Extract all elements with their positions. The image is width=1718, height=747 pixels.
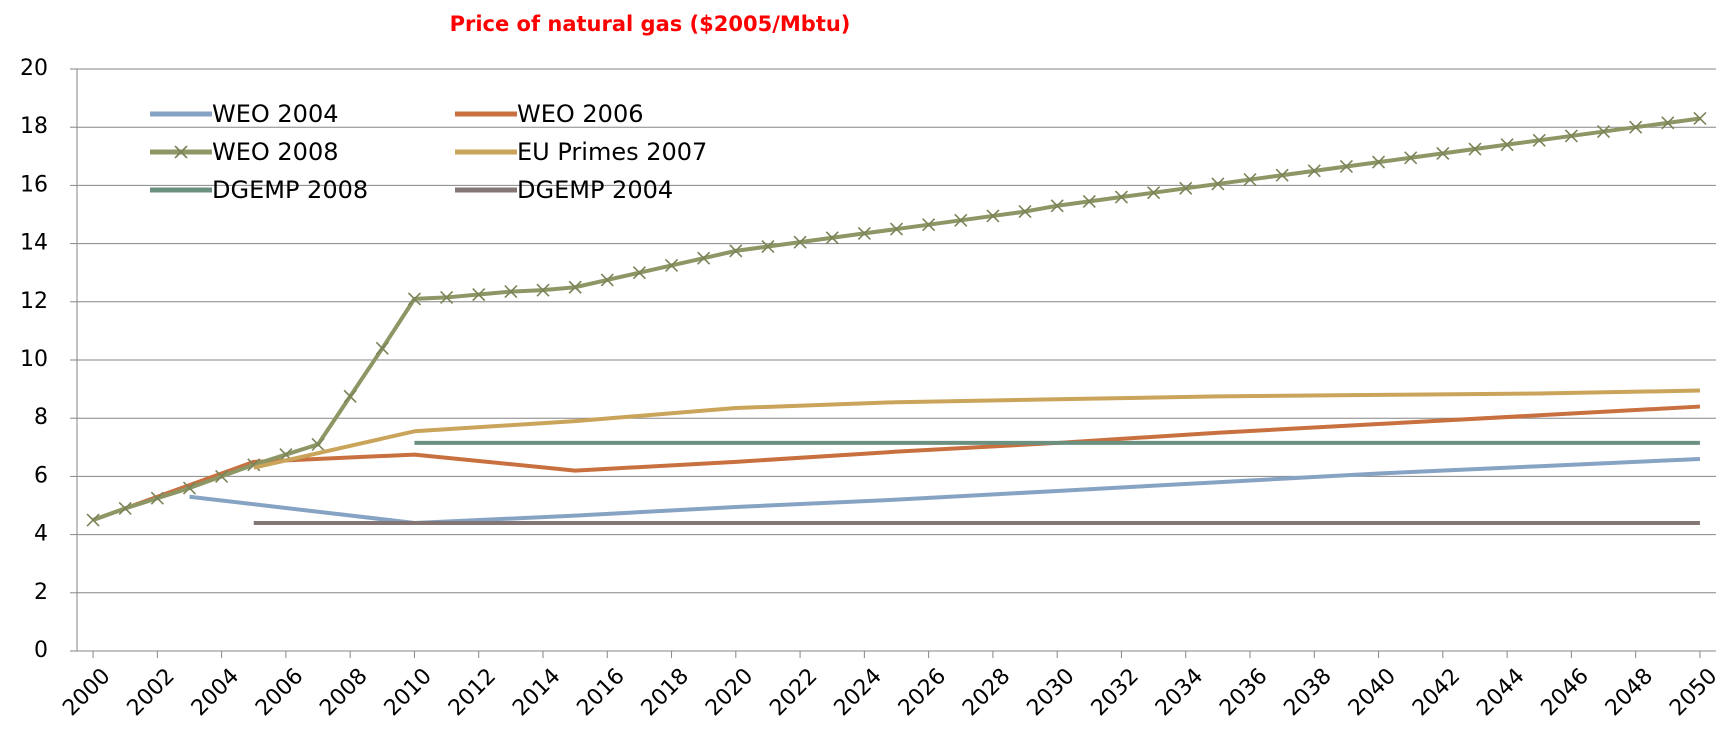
series-marker (1404, 151, 1418, 165)
series-marker (1243, 173, 1257, 187)
series-line (92, 404, 1701, 522)
series-marker (1564, 129, 1578, 143)
x-tick-label: 2040 (1344, 664, 1401, 721)
series-marker (1436, 146, 1450, 160)
series-marker (407, 292, 422, 306)
x-tick-label: 2044 (1472, 664, 1529, 721)
series-marker (343, 389, 357, 403)
x-tick-label: 2036 (1215, 664, 1272, 721)
x-tick-label: 2046 (1537, 664, 1594, 721)
y-tick-label: 0 (34, 638, 48, 663)
series-line (253, 388, 1700, 470)
series-marker (1179, 181, 1193, 195)
series-marker (1500, 138, 1514, 152)
y-tick-label: 6 (34, 463, 48, 488)
series-marker (697, 251, 711, 265)
series-marker (1661, 116, 1675, 130)
x-tick-label: 2004 (187, 664, 244, 721)
series-marker (1307, 164, 1321, 178)
x-tick-label: 2020 (701, 664, 758, 721)
series-marker (600, 273, 614, 287)
x-tick-label: 2002 (123, 664, 180, 721)
series-marker (1693, 111, 1707, 126)
series-marker (118, 501, 132, 515)
series-marker (729, 244, 743, 258)
series-marker (954, 213, 968, 227)
legend-label: DGEMP 2008 (212, 176, 368, 204)
x-tick-label: 2014 (508, 664, 565, 721)
chart-title: Price of natural gas ($2005/Mbtu) (450, 12, 851, 36)
series-marker (1082, 194, 1096, 208)
x-tick-label: 2032 (1087, 664, 1144, 721)
series-marker (1532, 133, 1546, 147)
series-marker (857, 226, 871, 240)
series-marker (1018, 205, 1032, 219)
x-tick-label: 2038 (1279, 664, 1336, 721)
series-line (189, 456, 1701, 525)
series-marker (1596, 124, 1611, 139)
y-tick-label: 20 (20, 56, 48, 81)
y-tick-label: 4 (34, 522, 48, 547)
y-tick-label: 2 (34, 580, 48, 605)
series-marker (86, 513, 100, 527)
x-tick-label: 2026 (894, 664, 951, 721)
series-marker (215, 469, 229, 483)
series-marker (761, 239, 775, 254)
y-tick-label: 14 (20, 231, 48, 256)
series-marker (1275, 168, 1289, 182)
series-marker (1371, 155, 1386, 169)
series-marker (632, 266, 646, 280)
series-marker (922, 218, 936, 232)
series-marker (986, 209, 1000, 223)
legend-label: DGEMP 2004 (517, 176, 673, 204)
x-tick-label: 2034 (1151, 664, 1208, 721)
y-tick-label: 16 (20, 172, 48, 197)
series-marker (311, 437, 325, 451)
series-marker (472, 287, 486, 302)
x-tick-label: 2030 (1022, 664, 1079, 721)
series-marker (825, 231, 839, 245)
series-marker (1050, 199, 1064, 213)
series-marker (1339, 159, 1353, 174)
series-marker (1114, 190, 1129, 204)
legend-label: WEO 2006 (517, 100, 644, 128)
y-tick-label: 8 (34, 405, 48, 430)
series-marker (793, 235, 807, 249)
series-marker (150, 491, 164, 505)
x-tick-label: 2010 (380, 664, 437, 721)
legend-marker (174, 145, 188, 159)
series-marker (440, 290, 454, 305)
x-tick-label: 2018 (637, 664, 694, 721)
series-marker (1629, 120, 1643, 134)
x-tick-label: 2022 (765, 664, 822, 721)
series-marker (375, 341, 389, 355)
x-tick-label: 2024 (830, 664, 887, 721)
x-tick-label: 2048 (1601, 664, 1658, 721)
series-marker (664, 258, 679, 272)
x-tick-label: 2028 (958, 664, 1015, 721)
x-tick-label: 2050 (1665, 664, 1718, 721)
x-tick-label: 2042 (1408, 664, 1465, 721)
y-tick-label: 10 (20, 347, 48, 372)
legend-label: WEO 2008 (212, 138, 339, 166)
x-tick-label: 2000 (58, 664, 115, 721)
y-tick-label: 18 (20, 114, 48, 139)
series-marker (1147, 186, 1161, 200)
legend-label: EU Primes 2007 (517, 138, 707, 166)
y-tick-label: 12 (20, 289, 48, 314)
legend-label: WEO 2004 (212, 100, 339, 128)
series-marker (504, 285, 518, 299)
x-tick-label: 2016 (572, 664, 629, 721)
x-tick-label: 2012 (444, 664, 501, 721)
x-tick-label: 2006 (251, 664, 308, 721)
series-marker (889, 222, 904, 236)
series-marker (568, 280, 582, 294)
series-marker (182, 481, 197, 495)
series-marker (536, 283, 550, 297)
x-tick-label: 2008 (315, 664, 372, 721)
series-marker (1468, 142, 1482, 156)
series-marker (1211, 177, 1225, 191)
